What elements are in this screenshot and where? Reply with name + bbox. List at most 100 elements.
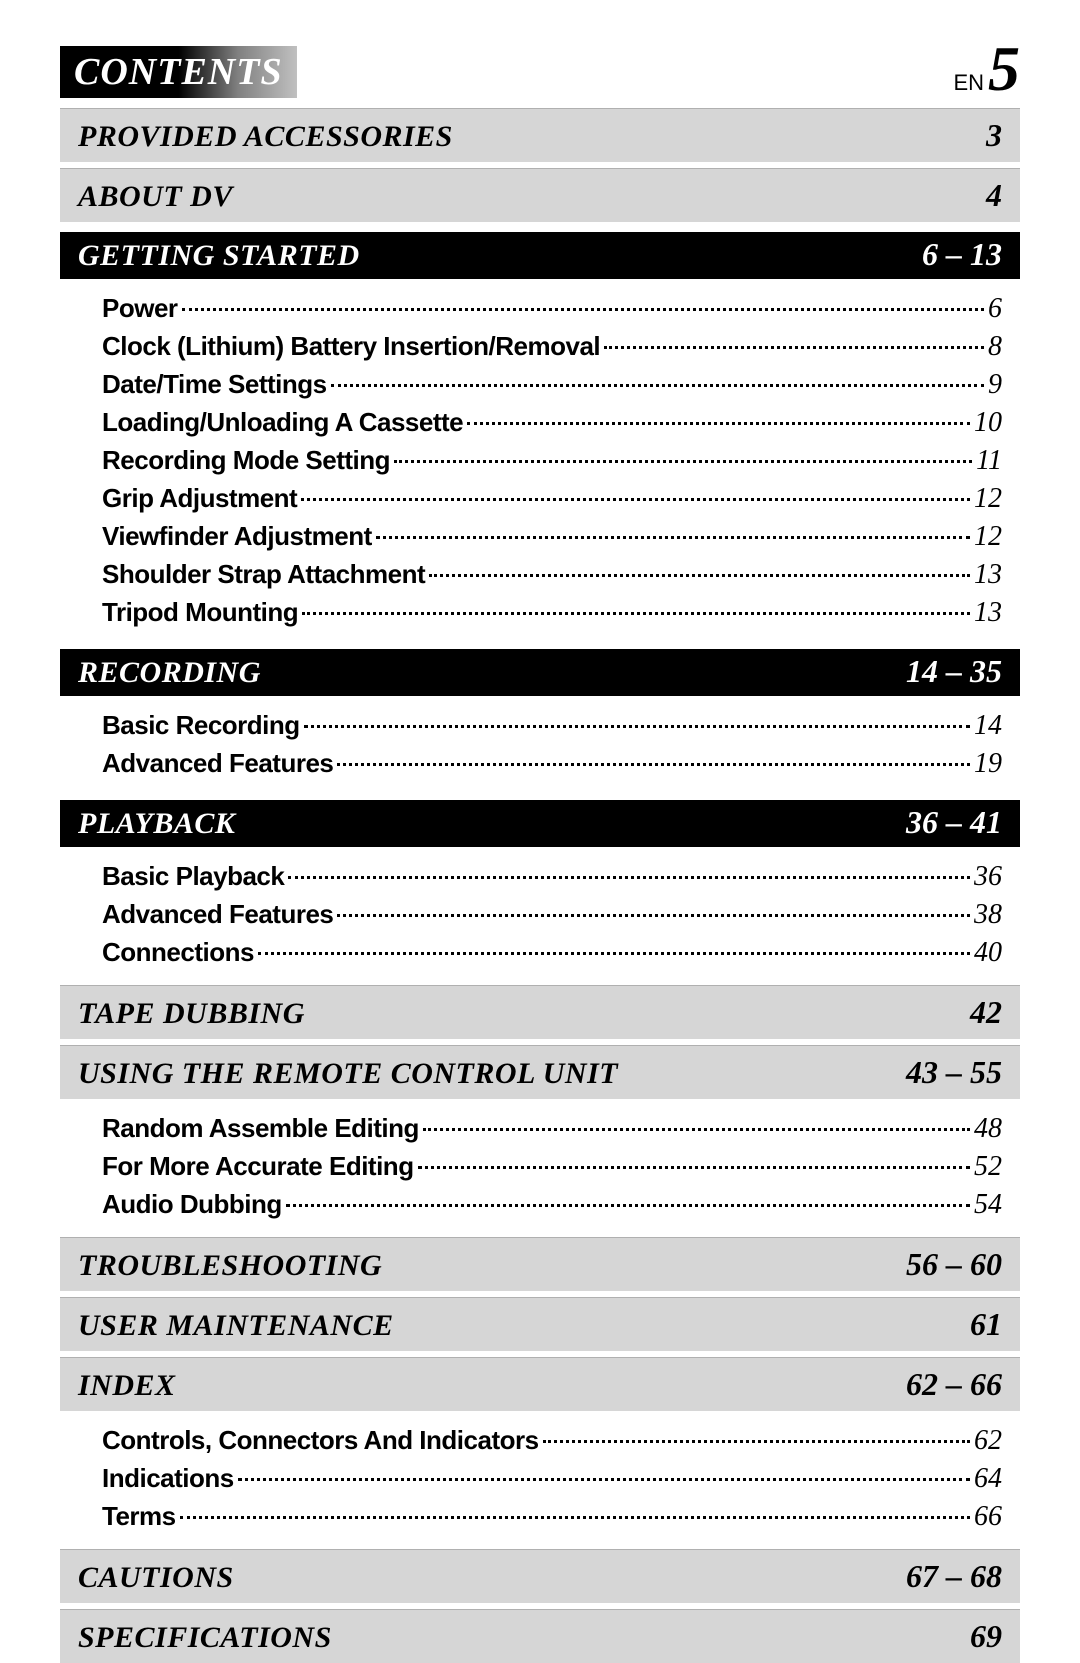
toc-item-label: For More Accurate Editing xyxy=(102,1151,414,1182)
toc-items: Basic Playback36Advanced Features38Conne… xyxy=(60,847,1020,979)
toc-item: Advanced Features 19 xyxy=(102,748,1002,780)
section-page: 67 – 68 xyxy=(906,1558,1002,1595)
toc-dots xyxy=(337,914,970,917)
section-title: TAPE DUBBING xyxy=(78,997,305,1031)
toc-dots xyxy=(238,1478,970,1481)
section-title: RECORDING xyxy=(78,656,261,690)
toc-item-label: Grip Adjustment xyxy=(102,483,297,514)
toc-dots xyxy=(304,725,970,728)
toc-dots xyxy=(331,384,984,387)
section-header: SPECIFICATIONS69 xyxy=(60,1609,1020,1663)
toc-item-label: Recording Mode Setting xyxy=(102,445,390,476)
toc-item: Power 6 xyxy=(102,293,1002,325)
toc-item: Audio Dubbing 54 xyxy=(102,1189,1002,1221)
toc-item-page: 64 xyxy=(974,1463,1002,1495)
toc-item-page: 14 xyxy=(974,710,1002,742)
lang-label: EN xyxy=(953,70,984,95)
toc-item-page: 13 xyxy=(974,597,1002,629)
toc-dots xyxy=(301,498,970,501)
section-header: USER MAINTENANCE 61 xyxy=(60,1297,1020,1351)
section-header: PROVIDED ACCESSORIES 3 xyxy=(60,108,1020,162)
toc-item-page: 48 xyxy=(974,1113,1002,1145)
toc-item: Grip Adjustment 12 xyxy=(102,483,1002,515)
toc-dots xyxy=(423,1128,970,1131)
toc-item-page: 66 xyxy=(974,1501,1002,1533)
toc-dots xyxy=(604,346,984,349)
section-page: 43 – 55 xyxy=(906,1054,1002,1091)
page-header: CONTENTS EN5 xyxy=(60,40,1020,98)
section-header: GETTING STARTED 6 – 13 xyxy=(60,232,1020,279)
section-title: CAUTIONS xyxy=(78,1561,234,1595)
toc-item-label: Basic Playback xyxy=(102,861,284,892)
toc-item-label: Advanced Features xyxy=(102,748,333,779)
toc-item: Shoulder Strap Attachment 13 xyxy=(102,559,1002,591)
toc-item-label: Power xyxy=(102,293,178,324)
toc-item-label: Basic Recording xyxy=(102,710,300,741)
toc-items: Random Assemble Editing48 For More Accura… xyxy=(60,1099,1020,1231)
toc-item: Basic Recording 14 xyxy=(102,710,1002,742)
toc-item-page: 6 xyxy=(988,293,1002,325)
toc-dots xyxy=(288,876,970,879)
toc-item-label: Controls, Connectors And Indicators xyxy=(102,1425,539,1456)
toc-item-label: Advanced Features xyxy=(102,899,333,930)
section-page: 61 xyxy=(970,1306,1002,1343)
section-header: INDEX 62 – 66 xyxy=(60,1357,1020,1411)
section-header: RECORDING 14 – 35 xyxy=(60,649,1020,696)
toc-dots xyxy=(258,952,970,955)
toc-item: Recording Mode Setting 11 xyxy=(102,445,1002,477)
section-title: TROUBLESHOOTING xyxy=(78,1249,382,1283)
toc-item: Viewfinder Adjustment 12 xyxy=(102,521,1002,553)
toc-item-page: 9 xyxy=(988,369,1002,401)
toc-item: Terms 66 xyxy=(102,1501,1002,1533)
section-page: 62 – 66 xyxy=(906,1366,1002,1403)
section-page: 14 – 35 xyxy=(906,653,1002,690)
toc-item: For More Accurate Editing 52 xyxy=(102,1151,1002,1183)
toc-item-page: 19 xyxy=(974,748,1002,780)
toc-item-page: 11 xyxy=(976,445,1002,477)
toc-item-page: 52 xyxy=(974,1151,1002,1183)
section-title: PROVIDED ACCESSORIES xyxy=(78,120,453,154)
section-page: 3 xyxy=(986,117,1002,154)
section-title: INDEX xyxy=(78,1369,176,1403)
toc-item: Random Assemble Editing48 xyxy=(102,1113,1002,1145)
toc-dots xyxy=(286,1204,970,1207)
section-title: GETTING STARTED xyxy=(78,239,360,273)
toc-item-page: 40 xyxy=(974,937,1002,969)
section-header: ABOUT DV 4 xyxy=(60,168,1020,222)
toc-dots xyxy=(182,308,984,311)
toc-item-page: 12 xyxy=(974,521,1002,553)
toc-items: Power 6 Clock (Lithium) Battery Insertion/… xyxy=(60,279,1020,639)
toc-item-label: Viewfinder Adjustment xyxy=(102,521,372,552)
page-number: 5 xyxy=(988,33,1020,104)
toc-item-page: 54 xyxy=(974,1189,1002,1221)
toc-item-label: Shoulder Strap Attachment xyxy=(102,559,425,590)
section-page: 42 xyxy=(970,994,1002,1031)
section-title: USER MAINTENANCE xyxy=(78,1309,394,1343)
section-page: 6 – 13 xyxy=(922,236,1002,273)
toc-item-page: 62 xyxy=(974,1425,1002,1457)
toc-item-page: 12 xyxy=(974,483,1002,515)
toc-item-label: Indications xyxy=(102,1463,234,1494)
section-title: ABOUT DV xyxy=(78,180,233,214)
toc-item: Controls, Connectors And Indicators 62 xyxy=(102,1425,1002,1457)
toc-item-label: Date/Time Settings xyxy=(102,369,327,400)
toc-dots xyxy=(394,460,972,463)
section-header: TROUBLESHOOTING56 – 60 xyxy=(60,1237,1020,1291)
contents-title: CONTENTS xyxy=(60,46,297,98)
section-header: TAPE DUBBING 42 xyxy=(60,985,1020,1039)
toc-item-label: Terms xyxy=(102,1501,176,1532)
section-title: PLAYBACK xyxy=(78,807,235,841)
toc-item-label: Loading/Unloading A Cassette xyxy=(102,407,463,438)
section-page: 4 xyxy=(986,177,1002,214)
section-title: SPECIFICATIONS xyxy=(78,1621,332,1655)
section-page: 36 – 41 xyxy=(906,804,1002,841)
toc-item-page: 13 xyxy=(974,559,1002,591)
toc-dots xyxy=(302,612,970,615)
toc-items: Controls, Connectors And Indicators 62 Ind… xyxy=(60,1411,1020,1543)
toc-item-page: 8 xyxy=(988,331,1002,363)
toc-item-label: Audio Dubbing xyxy=(102,1189,282,1220)
toc-item-label: Connections xyxy=(102,937,254,968)
toc-item: Basic Playback36 xyxy=(102,861,1002,893)
toc-item-label: Clock (Lithium) Battery Insertion/Remova… xyxy=(102,331,600,362)
toc-item-page: 10 xyxy=(974,407,1002,439)
